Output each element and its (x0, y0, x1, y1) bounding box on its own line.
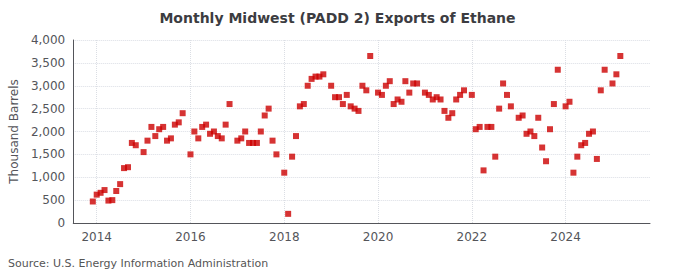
svg-text:1,000: 1,000 (31, 170, 65, 184)
svg-text:2020: 2020 (363, 230, 394, 244)
svg-text:2018: 2018 (269, 230, 300, 244)
svg-text:2022: 2022 (457, 230, 488, 244)
svg-text:1,500: 1,500 (31, 147, 65, 161)
svg-text:2016: 2016 (175, 230, 206, 244)
svg-text:3,000: 3,000 (31, 79, 65, 93)
svg-text:2,000: 2,000 (31, 125, 65, 139)
svg-text:2,500: 2,500 (31, 102, 65, 116)
svg-text:500: 500 (42, 193, 65, 207)
svg-text:4,000: 4,000 (31, 33, 65, 47)
svg-text:Monthly Midwest (PADD 2) Expor: Monthly Midwest (PADD 2) Exports of Etha… (159, 10, 515, 26)
svg-text:Thousand Barrels: Thousand Barrels (7, 79, 21, 184)
svg-text:2024: 2024 (550, 230, 581, 244)
svg-text:0: 0 (58, 216, 66, 230)
svg-text:Source: U.S. Energy Informatio: Source: U.S. Energy Information Administ… (8, 257, 268, 270)
svg-text:3,500: 3,500 (31, 56, 65, 70)
svg-text:2014: 2014 (81, 230, 112, 244)
